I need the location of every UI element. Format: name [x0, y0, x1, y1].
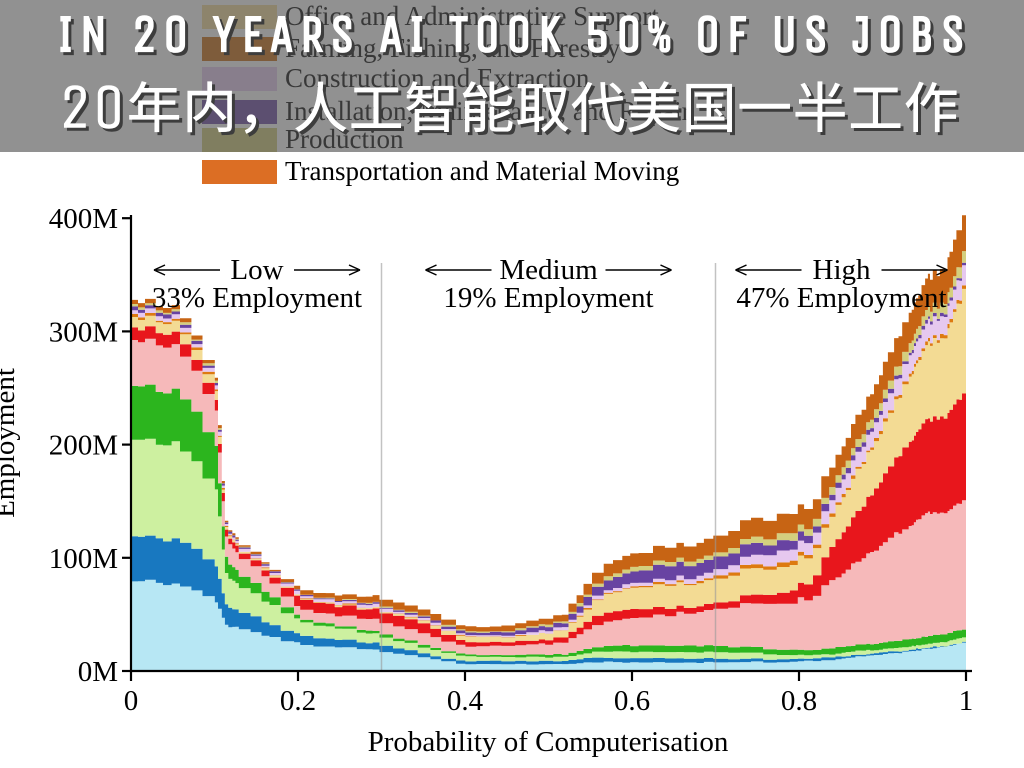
svg-text:Low: Low	[230, 254, 283, 286]
svg-text:0.8: 0.8	[781, 685, 817, 717]
svg-text:Employment: Employment	[0, 368, 21, 518]
svg-text:19% Employment: 19% Employment	[443, 282, 653, 314]
svg-text:Medium: Medium	[499, 254, 598, 286]
svg-text:0.2: 0.2	[280, 685, 316, 717]
svg-text:400M: 400M	[49, 203, 118, 235]
svg-text:High: High	[813, 254, 872, 286]
svg-text:100M: 100M	[49, 543, 118, 575]
svg-text:300M: 300M	[49, 316, 118, 348]
svg-text:33% Employment: 33% Employment	[152, 282, 362, 314]
svg-text:47% Employment: 47% Employment	[736, 282, 946, 314]
svg-text:200M: 200M	[49, 430, 118, 462]
svg-text:0.4: 0.4	[447, 685, 484, 717]
svg-text:0.6: 0.6	[614, 685, 650, 717]
svg-text:1: 1	[959, 685, 974, 717]
svg-text:0: 0	[124, 685, 139, 717]
svg-text:Probability of Computerisation: Probability of Computerisation	[368, 726, 729, 758]
svg-text:0M: 0M	[78, 656, 118, 688]
